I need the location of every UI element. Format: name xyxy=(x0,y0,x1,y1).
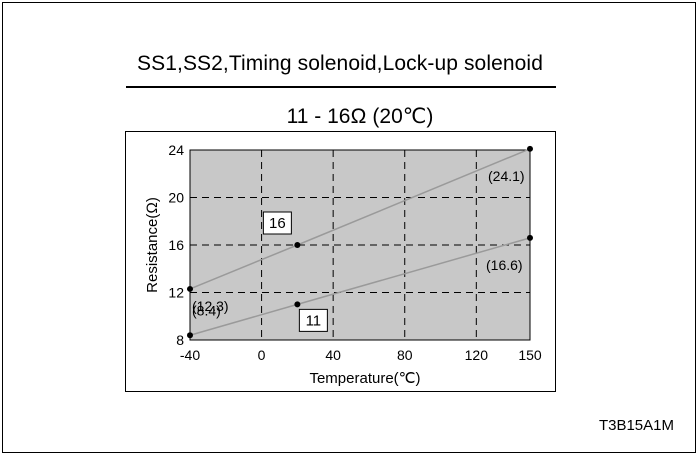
title-underline xyxy=(126,86,556,88)
series-1-point-2 xyxy=(527,234,533,241)
series-1-label-box-1 xyxy=(298,308,328,332)
y-tick-label-0: 8 xyxy=(176,332,184,348)
series-0-label-2: (24.1) xyxy=(488,168,525,184)
series-0-label-box-1 xyxy=(262,211,292,235)
y-tick-label-2: 16 xyxy=(168,237,184,253)
x-axis-label: Temperature(℃) xyxy=(309,370,420,387)
series-0-label-0: (12.3) xyxy=(192,298,229,314)
series-0-point-0 xyxy=(187,285,193,292)
chart-border xyxy=(125,131,556,392)
figure-title: SS1,SS2,Timing solenoid,Lock-up solenoid xyxy=(137,52,543,75)
figure-frame xyxy=(2,2,696,453)
y-tick-label-3: 20 xyxy=(168,190,184,206)
x-tick-label-0: -40 xyxy=(180,347,200,363)
series-1-label-2: (16.6) xyxy=(486,257,523,273)
series-1-point-1 xyxy=(294,301,301,308)
series-1-point-0 xyxy=(187,332,193,339)
series-0-point-2 xyxy=(527,145,533,152)
x-tick-label-1: 0 xyxy=(258,347,266,363)
x-tick-label-5: 150 xyxy=(518,347,542,363)
series-1-label-0: (8.4) xyxy=(192,302,221,318)
y-tick-label-1: 12 xyxy=(168,285,184,301)
series-0-point-1 xyxy=(294,242,301,248)
resistance-spec: 11 - 16Ω (20℃) xyxy=(286,105,434,128)
series-0-label-1: 16 xyxy=(269,215,286,232)
x-tick-label-2: 40 xyxy=(325,347,341,363)
x-tick-label-4: 120 xyxy=(465,347,489,363)
y-axis-label: Resistance(Ω) xyxy=(144,197,161,293)
y-tick-label-4: 24 xyxy=(168,142,184,158)
x-tick-label-3: 80 xyxy=(397,347,413,363)
series-1-label-1: 11 xyxy=(306,312,322,329)
figure-code: T3B15A1M xyxy=(598,417,674,434)
